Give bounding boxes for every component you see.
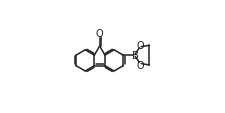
Text: O: O bbox=[95, 29, 103, 39]
Text: O: O bbox=[136, 41, 143, 50]
Text: B: B bbox=[131, 51, 138, 61]
Text: O: O bbox=[136, 61, 143, 71]
